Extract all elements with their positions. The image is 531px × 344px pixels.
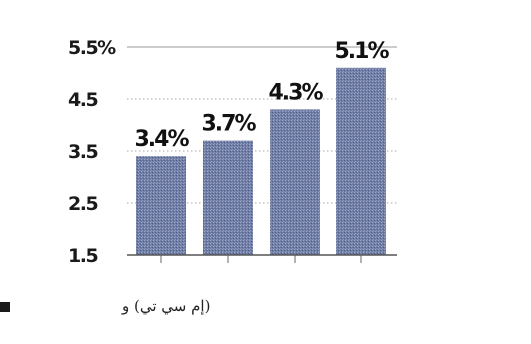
bars [136,67,386,256]
y-tick-label: 5.5% [68,37,116,59]
data-label: 4.3% [268,80,323,105]
data-label: 3.4% [134,127,189,152]
bar [270,109,320,256]
y-tick-label: 4.5 [68,89,97,111]
y-tick-label: 1.5 [68,245,97,267]
data-label: 5.1% [334,39,389,64]
bar [136,156,186,255]
source-logo-icon [0,302,10,312]
data-labels: 3.4% 3.7% 4.3% 5.1% [134,39,391,152]
y-axis-ticks: 1.5 2.5 3.5 4.5 5.5% [68,37,118,267]
data-label: 3.7% [201,112,256,137]
y-tick-label: 2.5 [68,193,97,215]
x-axis [127,254,397,263]
bar [203,140,253,255]
source-text: (إم سي تي) و [121,297,210,315]
source-note: (إم سي تي) و [0,297,210,315]
bar [336,67,386,255]
y-tick-label: 3.5 [68,141,97,163]
